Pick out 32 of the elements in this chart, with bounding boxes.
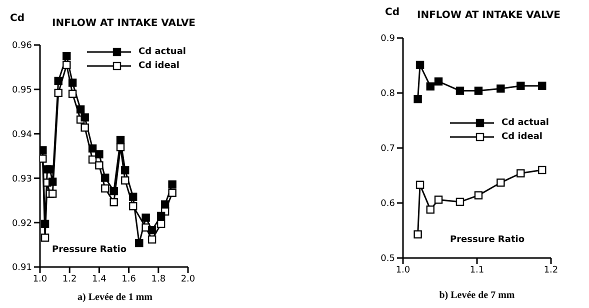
y-tick-label: 0.91 — [12, 263, 32, 274]
y-tick-label: 0.93 — [12, 174, 32, 184]
y-axis-title: Cd — [10, 13, 24, 24]
y-tick-label: 0.5 — [380, 254, 395, 264]
x-tick-label: 2.0 — [180, 274, 196, 284]
x-axis-title: Pressure Ratio — [450, 235, 525, 245]
text: b) Levée de 7 mm — [438, 290, 516, 301]
y-tick-label: 0.8 — [380, 89, 396, 100]
y-tick-label: 0.9 — [380, 34, 396, 44]
legend-label: Cd ideal — [138, 61, 180, 71]
x-tick-label: 1.1 — [470, 265, 484, 276]
legend-label: Cd actual — [138, 47, 186, 57]
x-tick-label: 1.2 — [544, 265, 558, 276]
chart-title: INFLOW AT INTAKE VALVE — [52, 18, 196, 29]
text: a) Levée de 1 mm — [76, 292, 154, 303]
y-tick-label: 0.95 — [12, 86, 32, 96]
chart-title: INFLOW AT INTAKE VALVE — [417, 10, 561, 21]
legend-label: Cd actual — [502, 118, 549, 128]
x-tick-label: 1.0 — [32, 274, 48, 284]
x-tick-label: 1.0 — [396, 265, 410, 276]
x-axis-title: Pressure Ratio — [52, 245, 127, 255]
x-tick-label: 1.8 — [151, 274, 166, 284]
y-tick-label: 0.96 — [12, 41, 32, 52]
y-tick-label: 0.6 — [380, 199, 396, 210]
x-tick-label: 1.6 — [122, 274, 136, 284]
y-tick-label: 0.94 — [12, 130, 32, 140]
y-tick-label: 0.7 — [380, 144, 395, 154]
legend-label: Cd ideal — [502, 132, 543, 142]
y-tick-label: 0.92 — [12, 218, 32, 229]
y-axis-title: Cd — [385, 7, 400, 18]
x-tick-label: 1.4 — [92, 274, 107, 284]
x-tick-label: 1.2 — [62, 274, 77, 284]
